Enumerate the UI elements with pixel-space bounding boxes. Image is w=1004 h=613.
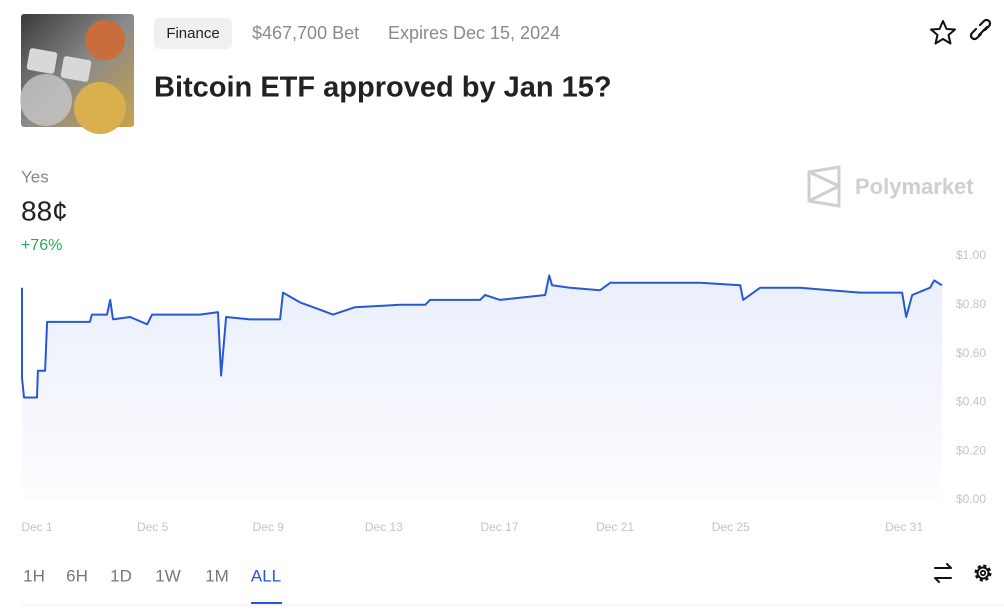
time-range-button[interactable]: 1M: [205, 566, 229, 585]
time-range-tabs: 1H 6H 1D 1W 1M ALL: [23, 566, 282, 604]
x-tick-label: Dec 25: [712, 520, 750, 534]
x-tick-label: Dec 17: [480, 520, 518, 534]
brand-name: Polymarket: [855, 174, 974, 199]
y-tick-label: $1.00: [956, 248, 986, 262]
settings-icon[interactable]: [974, 564, 992, 582]
expiry: Expires Dec 15, 2024: [388, 23, 560, 43]
x-tick-label: Dec 21: [596, 520, 634, 534]
x-tick-label: Dec 31: [885, 520, 923, 534]
y-tick-label: $0.20: [956, 443, 986, 457]
y-tick-label: $0.80: [956, 297, 986, 311]
price-line: [21, 274, 943, 399]
outcome-name: Yes: [21, 167, 49, 186]
y-tick-label: $0.60: [956, 346, 986, 360]
y-tick-label: $0.40: [956, 395, 986, 409]
time-range-button[interactable]: 1H: [23, 566, 45, 585]
time-range-button[interactable]: 1D: [110, 566, 132, 585]
area-fill: [22, 275, 942, 500]
price-chart: $0.00 $0.20 $0.40 $0.60 $0.80 $1.00 Dec 1 Dec 5…: [21, 248, 986, 534]
brand-logo: [807, 165, 841, 208]
link-icon[interactable]: [969, 18, 992, 41]
volume: $467,700 Bet: [252, 23, 359, 43]
outcome-change: +76%: [21, 237, 62, 254]
time-range-button[interactable]: 6H: [66, 566, 88, 585]
outcome-price: 88¢: [21, 195, 68, 226]
x-tick-label: Dec 5: [137, 520, 169, 534]
star-icon[interactable]: [930, 20, 956, 45]
market-title: Bitcoin ETF approved by Jan 15?: [154, 72, 612, 104]
x-tick-label: Dec 1: [21, 520, 53, 534]
time-range-button[interactable]: ALL: [251, 566, 281, 585]
swap-icon[interactable]: [934, 563, 952, 583]
x-tick-label: Dec 9: [253, 520, 285, 534]
category-tag[interactable]: Finance: [166, 25, 219, 42]
y-tick-label: $0.00: [956, 492, 986, 506]
tag-background: [154, 18, 232, 49]
x-tick-label: Dec 13: [365, 520, 403, 534]
time-range-button[interactable]: 1W: [155, 566, 181, 585]
thumbnail: [20, 14, 134, 134]
